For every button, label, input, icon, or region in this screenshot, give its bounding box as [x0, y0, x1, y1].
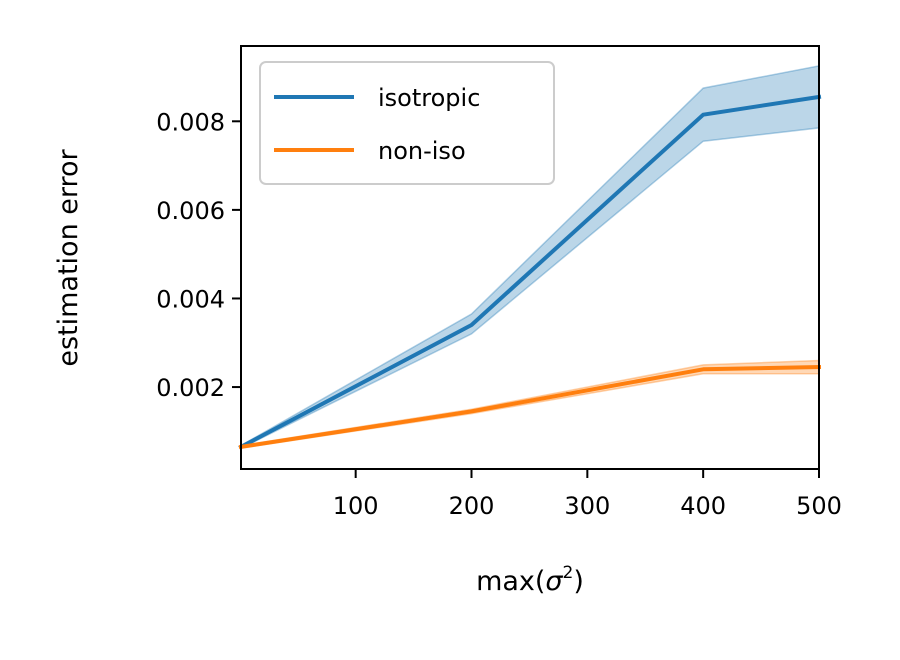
y-axis-ticks: 0.002 0.004 0.006 0.008 [156, 108, 241, 402]
x-tick-label: 400 [680, 492, 726, 520]
line-non-iso [238, 365, 822, 450]
y-tick-label: 0.002 [156, 374, 225, 402]
x-tick-label: 500 [796, 492, 842, 520]
y-axis-label: estimation error [53, 148, 84, 366]
x-axis-ticks: 100 200 300 400 500 [333, 469, 842, 520]
x-tick-label: 300 [564, 492, 610, 520]
y-tick-label: 0.008 [156, 108, 225, 136]
series-lines [238, 94, 822, 450]
y-tick-label: 0.004 [156, 285, 225, 313]
x-axis-label: max(σ2) [476, 563, 584, 597]
legend: isotropic non-iso [259, 61, 555, 185]
x-tick-label: 200 [449, 492, 495, 520]
line-isotropic [238, 94, 822, 450]
y-tick-label: 0.006 [156, 197, 225, 225]
plot-frame [240, 45, 820, 470]
x-tick-label: 100 [333, 492, 379, 520]
legend-label: isotropic [378, 84, 480, 112]
legend-box [259, 61, 555, 185]
legend-label: non-iso [378, 137, 466, 165]
